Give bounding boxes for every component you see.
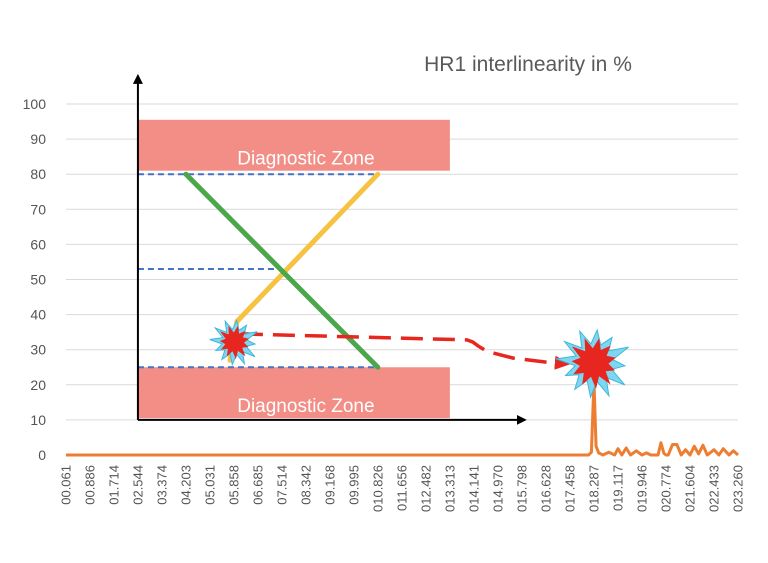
x-tick-label: 00.061 (59, 465, 74, 505)
diagnostic-zone-rect (137, 119, 450, 171)
y-tick-label: 30 (30, 342, 46, 358)
x-tick-label: 022.433 (707, 465, 722, 512)
diagnostic-zone-label: Diagnostic Zone (237, 149, 374, 170)
series-layer (66, 379, 740, 457)
x-tick-label: 021.604 (683, 465, 698, 512)
bursts-layer (209, 318, 629, 399)
x-tick-label: 01.714 (106, 465, 121, 505)
explosion-burst-core (219, 325, 249, 360)
x-tick-label: 07.514 (274, 465, 289, 505)
trend-arrow (240, 332, 571, 370)
x-tick-label: 00.886 (82, 465, 97, 505)
y-tick-label: 10 (30, 412, 46, 428)
x-tick-label: 05.858 (226, 465, 241, 505)
diagnostic-zone-rect (137, 367, 450, 419)
x-axis-ticks: 00.061 00.886 01.714 02.544 03.374 04.203 05.0… (59, 465, 746, 512)
y-tick-label: 90 (30, 131, 46, 147)
x-tick-label: 013.313 (442, 465, 457, 512)
x-tick-label: 020.774 (658, 465, 673, 512)
y-tick-label: 0 (38, 447, 46, 463)
y-axis-ticks: 0 10 20 30 40 50 60 70 80 90 100 (23, 96, 47, 463)
y-tick-label: 80 (30, 166, 46, 182)
x-tick-label: 02.544 (130, 465, 145, 505)
explosion-burst-core (571, 338, 616, 389)
x-tick-label: 06.685 (250, 465, 265, 505)
diagnostic-zone-label: Diagnostic Zone (237, 396, 374, 417)
y-tick-label: 70 (30, 201, 46, 217)
diagnostic-zones: Diagnostic Zone Diagnostic Zone (137, 119, 450, 419)
x-tick-label: 015.798 (514, 465, 529, 512)
x-tick-label: 08.342 (298, 465, 313, 505)
x-tick-label: 05.031 (202, 465, 217, 505)
x-tick-label: 012.482 (418, 465, 433, 512)
chart-title: HR1 interlinearity in % (424, 53, 632, 76)
y-tick-label: 100 (23, 96, 47, 112)
trend-arrow-layer (240, 332, 571, 370)
x-tick-label: 09.995 (346, 465, 361, 505)
x-tick-label: 03.374 (154, 465, 169, 505)
x-tick-label: 019.117 (610, 465, 625, 511)
x-tick-label: 017.458 (562, 465, 577, 512)
x-tick-label: 014.970 (490, 465, 505, 512)
x-tick-label: 04.203 (178, 465, 193, 505)
x-tick-label: 09.168 (322, 465, 337, 505)
overlay-axes (132, 73, 527, 425)
x-tick-label: 018.287 (586, 465, 601, 512)
x-tick-label: 010.826 (370, 465, 385, 512)
x-tick-label: 019.946 (635, 465, 650, 512)
dashed-levels (137, 173, 378, 369)
series-line (66, 379, 740, 457)
y-tick-label: 60 (30, 236, 46, 252)
y-tick-label: 50 (30, 272, 46, 288)
x-tick-label: 014.141 (466, 465, 481, 512)
y-tick-label: 40 (30, 307, 46, 323)
x-tick-label: 023.260 (731, 465, 746, 512)
y-tick-label: 20 (30, 377, 46, 393)
x-tick-label: 011.656 (394, 465, 409, 511)
x-tick-label: 016.628 (538, 465, 553, 512)
